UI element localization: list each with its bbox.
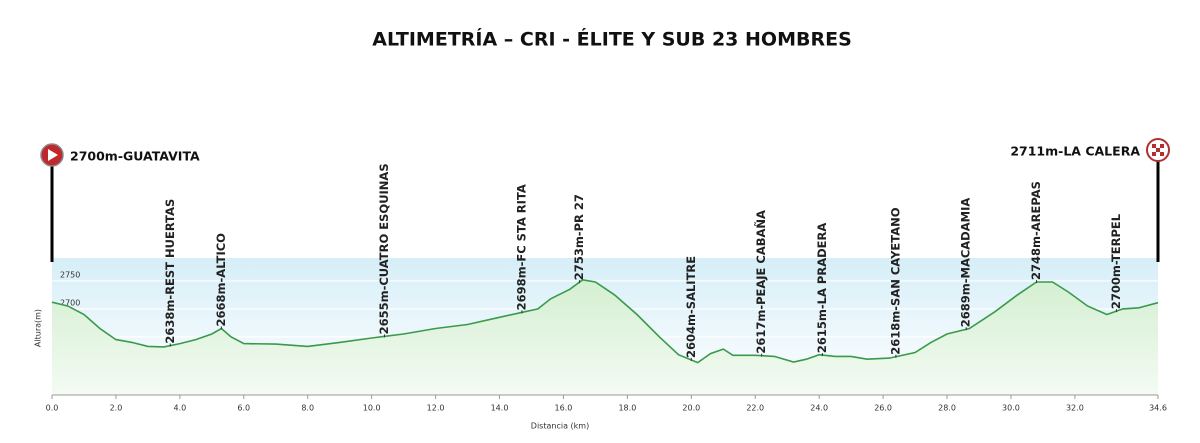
waypoint-label: 2638m-REST HUERTAS — [163, 199, 177, 344]
waypoint-label: 2753m-PR 27 — [572, 194, 586, 280]
x-tick-label: 20.0 — [682, 404, 700, 413]
start-label: 2700m-GUATAVITA — [70, 149, 200, 164]
x-tick-label: 22.0 — [746, 404, 764, 413]
x-tick-label: 16.0 — [555, 404, 573, 413]
x-tick-label: 0.0 — [46, 404, 59, 413]
x-tick-label: 34.6 — [1149, 404, 1167, 413]
finish-checker — [1152, 144, 1164, 156]
x-tick-label: 14.0 — [491, 404, 509, 413]
waypoint-label: 2700m-TERPEL — [1109, 213, 1123, 309]
waypoint-label: 2698m-FC STA RITA — [514, 184, 528, 310]
x-tick-label: 8.0 — [301, 404, 314, 413]
x-tick-label: 4.0 — [173, 404, 186, 413]
waypoint-label: 2615m-LA PRADERA — [815, 223, 829, 353]
x-tick-label: 12.0 — [427, 404, 445, 413]
x-tick-label: 18.0 — [618, 404, 636, 413]
icons — [40, 138, 1170, 262]
waypoint-label: 2748m-AREPAS — [1029, 181, 1043, 280]
x-tick-label: 6.0 — [237, 404, 250, 413]
x-tick-label: 10.0 — [363, 404, 381, 413]
y-tick-label: 2750 — [60, 270, 80, 279]
x-tick-label: 28.0 — [938, 404, 956, 413]
x-tick-label: 30.0 — [1002, 404, 1020, 413]
waypoint-label: 2668m-ALTICO — [214, 233, 228, 327]
waypoint-label: 2655m-CUATRO ESQUINAS — [377, 163, 391, 334]
waypoint-label: 2604m-SALITRE — [684, 256, 698, 358]
chart-title: ALTIMETRÍA – CRI - ÉLITE Y SUB 23 HOMBRE… — [372, 28, 852, 51]
start-arrow — [48, 149, 58, 161]
x-axis-title: Distancia (km) — [531, 422, 589, 431]
profile-area — [52, 279, 1158, 395]
y-axis-title: Altura(m) — [34, 309, 43, 347]
waypoint-label: 2689m-MACADAMIA — [959, 198, 973, 328]
profile-line — [51, 278, 1159, 364]
x-tick-label: 2.0 — [110, 404, 123, 413]
x-tick-label: 24.0 — [810, 404, 828, 413]
x-tick-label: 26.0 — [874, 404, 892, 413]
waypoint-label: 2618m-SAN CAYETANO — [888, 207, 902, 354]
y-tick-label: 2700 — [60, 298, 80, 307]
finish-label: 2711m-LA CALERA — [1010, 144, 1140, 159]
x-tick-label: 32.0 — [1066, 404, 1084, 413]
waypoint-label: 2617m-PEAJE CABAÑA — [753, 210, 768, 354]
